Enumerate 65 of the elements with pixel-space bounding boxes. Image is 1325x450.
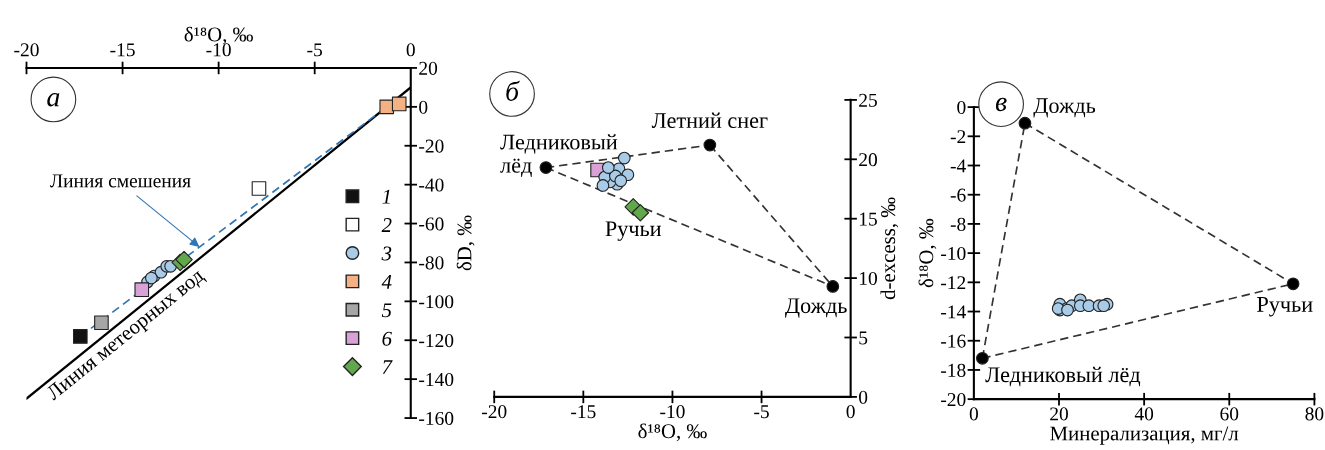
x-tick-label: -20 <box>481 405 507 419</box>
chart-title: б <box>506 80 520 101</box>
y-tick-label: -20 <box>419 139 444 153</box>
x-axis-title: Минерализация, мг/л <box>1050 426 1239 445</box>
y-tick-label: -20 <box>941 392 966 407</box>
y-tick-label: -16 <box>941 334 966 348</box>
series-label: Дождь <box>1033 98 1096 118</box>
series-label: Летний снег <box>651 112 768 129</box>
text: а <box>47 93 60 107</box>
y-tick-label: 0 <box>859 390 868 404</box>
series-label: Ручьи <box>605 221 662 241</box>
y-axis-title: δD, ‰ <box>456 215 475 271</box>
x-tick-label: -5 <box>307 43 323 57</box>
y-tick-label: -10 <box>941 246 966 261</box>
x-tick-label: -15 <box>110 43 135 57</box>
y-axis-title: d-excess, ‰ <box>880 197 899 300</box>
legend-label: 4 <box>381 274 392 289</box>
y-tick-label: -100 <box>419 295 454 309</box>
y-tick-label: 20 <box>859 153 877 167</box>
y-tick-label: 15 <box>860 212 877 226</box>
y-tick-label: -80 <box>419 256 444 270</box>
y-tick-label: 0 <box>957 100 966 115</box>
annotation: Линия смешения <box>50 174 191 188</box>
x-tick-label: 0 <box>846 405 855 419</box>
x-tick-label: 0 <box>969 407 978 421</box>
series-label: Ручьи <box>1257 297 1313 317</box>
y-tick-label: -14 <box>941 305 966 319</box>
x-axis-title: δ¹⁸O, ‰ <box>638 423 707 442</box>
legend-label: 6 <box>382 331 392 346</box>
x-tick-label: -15 <box>571 405 596 419</box>
y-tick-label: 0 <box>419 100 428 114</box>
y-tick-label: 10 <box>860 271 877 286</box>
y-tick-label: -4 <box>950 159 966 173</box>
y-tick-label: -120 <box>419 334 454 348</box>
legend-label: 2 <box>381 218 392 232</box>
y-tick-label: -6 <box>950 188 966 202</box>
legend-label: 7 <box>382 360 393 374</box>
y-tick-label: -40 <box>419 178 444 192</box>
x-tick-label: 60 <box>1220 407 1239 421</box>
x-tick-label: 80 <box>1305 407 1324 421</box>
y-tick-label: 20 <box>419 61 438 75</box>
legend-label: 5 <box>381 303 392 318</box>
x-tick-label: 0 <box>406 43 415 57</box>
y-axis-title: δ¹⁸O, ‰ <box>918 218 937 288</box>
y-tick-label: -60 <box>419 217 444 231</box>
legend-label: 3 <box>381 246 392 261</box>
legend-label: 1 <box>382 189 390 204</box>
chart-title: в <box>995 97 1007 112</box>
y-tick-label: -12 <box>941 276 966 290</box>
x-tick-label: -10 <box>206 43 231 57</box>
series-label: Ледниковый лёд <box>985 366 1141 387</box>
x-tick-label: 20 <box>1050 407 1068 421</box>
y-tick-label: -2 <box>950 130 966 144</box>
series-label: Дождь <box>785 298 847 318</box>
x-tick-label: 40 <box>1134 407 1154 421</box>
x-tick-label: -10 <box>660 405 685 419</box>
x-tick-label: -20 <box>14 43 39 57</box>
y-tick-label: -140 <box>419 372 454 387</box>
y-tick-label: 5 <box>859 331 868 345</box>
y-tick-label: -18 <box>941 363 966 377</box>
y-tick-label: -8 <box>950 217 966 231</box>
y-tick-label: 25 <box>859 93 877 107</box>
series-label: Ледниковый лёд <box>500 134 618 177</box>
y-tick-label: -160 <box>419 411 454 425</box>
x-tick-label: -5 <box>754 405 769 419</box>
